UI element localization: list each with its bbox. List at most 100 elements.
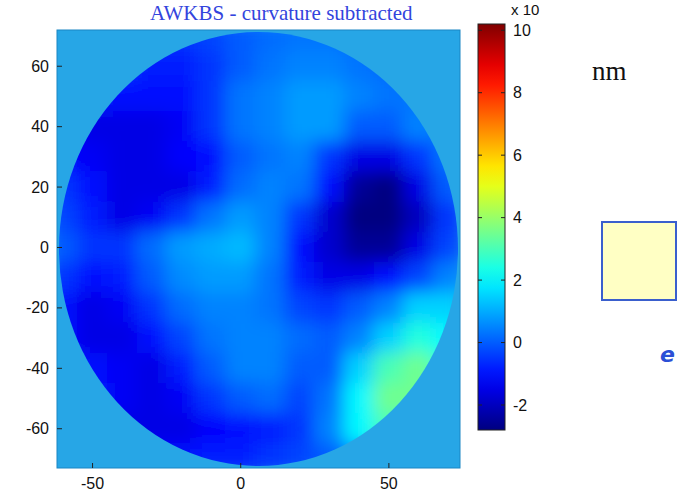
heat-cell xyxy=(137,141,168,172)
heat-cell xyxy=(285,20,316,51)
heat-cell xyxy=(374,232,405,263)
heat-cell xyxy=(285,413,316,444)
colorbar-tick-label: 10 xyxy=(513,22,531,39)
heat-cell xyxy=(255,232,286,263)
heat-cell xyxy=(433,323,464,354)
heat-cell xyxy=(403,111,434,142)
heat-cell xyxy=(196,232,227,263)
heat-cell xyxy=(314,292,345,323)
heat-cell xyxy=(48,323,79,354)
heat-cell xyxy=(374,292,405,323)
heat-cell xyxy=(77,383,108,414)
heat-cell xyxy=(77,202,108,233)
heat-cell xyxy=(255,141,286,172)
heat-cell xyxy=(374,353,405,384)
heat-cell xyxy=(107,292,138,323)
heat-cell xyxy=(433,262,464,293)
heat-cell xyxy=(285,111,316,142)
heat-cell xyxy=(225,353,256,384)
heat-cell xyxy=(77,413,108,444)
heat-cell xyxy=(433,353,464,384)
x-tick xyxy=(92,463,93,468)
heat-cell xyxy=(374,141,405,172)
heat-cell xyxy=(225,141,256,172)
heat-cell xyxy=(107,81,138,112)
heat-cell xyxy=(285,383,316,414)
heat-cell xyxy=(137,292,168,323)
heat-cell xyxy=(433,413,464,444)
y-tick xyxy=(57,187,62,188)
heat-cell xyxy=(225,383,256,414)
heat-cell xyxy=(255,171,286,202)
y-tick xyxy=(57,368,62,369)
heat-cell xyxy=(255,51,286,82)
x-tick xyxy=(240,463,241,468)
heat-cell xyxy=(314,443,345,474)
heat-cell xyxy=(285,232,316,263)
heat-cell xyxy=(77,81,108,112)
heat-cell xyxy=(166,443,197,474)
y-tick-label: 40 xyxy=(31,118,49,135)
colorbar-tick xyxy=(478,342,482,343)
y-tick xyxy=(57,428,62,429)
heat-cell xyxy=(225,323,256,354)
heat-cell xyxy=(344,383,375,414)
heat-cell xyxy=(48,292,79,323)
heat-cell xyxy=(314,141,345,172)
heat-cell xyxy=(48,262,79,293)
heat-cell xyxy=(403,292,434,323)
chart: AWKBS - curvature subtracted-50050-60-40… xyxy=(0,0,681,498)
heat-cell xyxy=(433,111,464,142)
heat-cell xyxy=(196,413,227,444)
heat-cell xyxy=(255,20,286,51)
heat-cell xyxy=(77,20,108,51)
heat-cell xyxy=(344,202,375,233)
heat-cell xyxy=(48,353,79,384)
heat-cell xyxy=(225,171,256,202)
heat-cell xyxy=(166,262,197,293)
heat-cell xyxy=(196,443,227,474)
heat-cell xyxy=(107,232,138,263)
heat-cell xyxy=(107,111,138,142)
heat-cell xyxy=(433,383,464,414)
heat-cell xyxy=(344,51,375,82)
heat-cell xyxy=(225,292,256,323)
heat-cell xyxy=(137,20,168,51)
y-tick xyxy=(57,126,62,127)
heat-cell xyxy=(166,383,197,414)
title: AWKBS - curvature subtracted xyxy=(150,1,413,25)
heat-cell xyxy=(48,20,79,51)
heat-cell xyxy=(48,232,79,263)
heat-cell xyxy=(166,111,197,142)
heat-cell xyxy=(107,202,138,233)
heat-cell xyxy=(285,323,316,354)
heat-cell xyxy=(255,81,286,112)
heat-cell xyxy=(403,171,434,202)
colorbar-tick xyxy=(478,217,482,218)
heat-cell xyxy=(314,51,345,82)
heat-cell xyxy=(225,202,256,233)
heat-cell xyxy=(77,323,108,354)
y-tick-label: 0 xyxy=(40,239,49,256)
heat-cell xyxy=(107,413,138,444)
heat-cell xyxy=(48,171,79,202)
heat-cell xyxy=(77,51,108,82)
heat-cell xyxy=(137,383,168,414)
heat-cell xyxy=(255,443,286,474)
heat-cell xyxy=(196,171,227,202)
heat-cell xyxy=(166,202,197,233)
colorbar-tick xyxy=(478,92,482,93)
heat-cell xyxy=(196,20,227,51)
heat-cell xyxy=(255,111,286,142)
heat-cell xyxy=(255,202,286,233)
heat-cell xyxy=(255,413,286,444)
heat-cell xyxy=(166,141,197,172)
heat-cell xyxy=(107,383,138,414)
heat-cell xyxy=(374,171,405,202)
heat-cell xyxy=(107,262,138,293)
heat-cell xyxy=(403,323,434,354)
annotation: e xyxy=(660,342,675,367)
colorbar-tick-label: 8 xyxy=(513,84,522,101)
heat-cell xyxy=(285,443,316,474)
x-tick-label: 0 xyxy=(236,475,245,492)
